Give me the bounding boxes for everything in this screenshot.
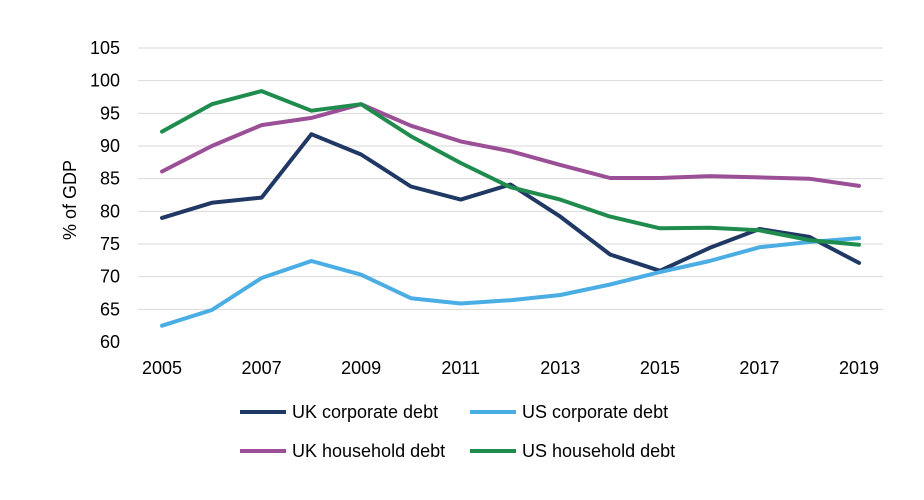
y-tick-label: 95 (100, 103, 120, 123)
series-line-us-corporate-debt (160, 236, 861, 328)
series-line-us-household-debt (160, 89, 861, 247)
x-axis-ticks: 2005 2007 2009 2011 2013 2015 2017 2019 (142, 358, 879, 378)
x-tick-label: 2017 (739, 358, 779, 378)
legend-item-uk-household-debt: UK household debt (240, 441, 445, 461)
y-tick-label: 65 (100, 299, 120, 319)
legend-label: US household debt (522, 441, 675, 461)
y-tick-label: 85 (100, 169, 120, 189)
x-tick-label: 2011 (441, 358, 480, 378)
legend-item-us-corporate-debt: US corporate debt (470, 402, 668, 422)
series-line-uk-household-debt (160, 102, 861, 188)
y-tick-label: 80 (100, 201, 120, 221)
y-tick-label: 100 (90, 71, 120, 91)
legend-item-uk-corporate-debt: UK corporate debt (240, 402, 438, 422)
x-tick-label: 2005 (142, 358, 182, 378)
x-tick-label: 2019 (839, 358, 879, 378)
series-line-uk-corporate-debt (160, 132, 861, 273)
y-tick-label: 90 (100, 136, 120, 156)
x-tick-label: 2015 (640, 358, 680, 378)
x-tick-label: 2007 (242, 358, 282, 378)
legend: UK corporate debt US corporate debt UK hou… (240, 402, 675, 461)
legend-label: US corporate debt (522, 402, 668, 422)
series-lines (160, 89, 861, 328)
y-axis-ticks: 60 65 70 75 80 85 90 95 100 105 (90, 38, 120, 352)
legend-label: UK corporate debt (292, 402, 438, 422)
y-tick-label: 105 (90, 38, 120, 58)
y-axis-label: % of GDP (60, 160, 80, 240)
y-tick-label: 70 (100, 267, 120, 287)
legend-label: UK household debt (292, 441, 445, 461)
x-tick-label: 2009 (341, 358, 381, 378)
y-tick-label: 60 (100, 332, 120, 352)
legend-item-us-household-debt: US household debt (470, 441, 675, 461)
x-tick-label: 2013 (540, 358, 580, 378)
y-tick-label: 75 (100, 234, 120, 254)
